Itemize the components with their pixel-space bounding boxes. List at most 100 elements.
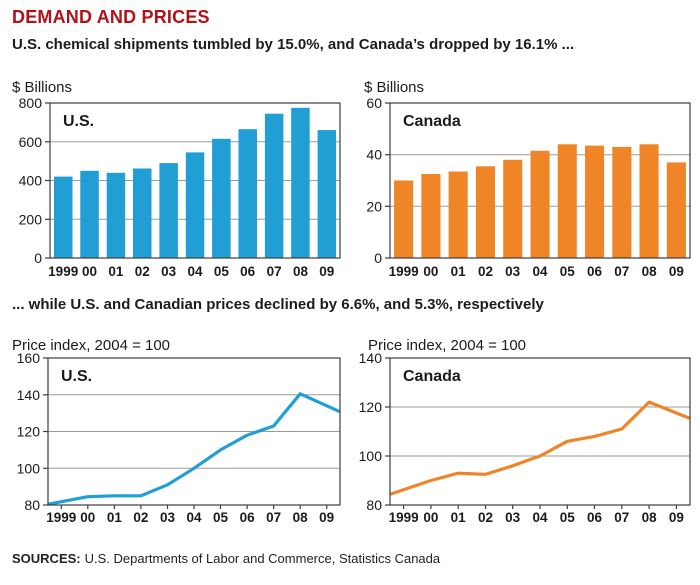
chart-svg: Price index, 2004 = 100 80 100 120 140 1999 00… — [359, 337, 691, 525]
bar — [317, 130, 337, 258]
x-tick-label: 1999 — [48, 264, 78, 279]
chart-svg: $ Billions 0 20 40 60 1999 00 01 02 03 04 05 06 07 08 0… — [364, 79, 691, 279]
y-tick-label: 80 — [366, 497, 382, 513]
bar — [612, 146, 632, 258]
axis-unit-label: $ Billions — [12, 79, 72, 96]
x-tick-label: 08 — [293, 264, 309, 279]
x-tick-label: 09 — [319, 510, 334, 525]
x-tick-label: 1999 — [46, 510, 76, 525]
x-tick-label: 09 — [319, 264, 334, 279]
price-index-charts-row: Price index, 2004 = 100 80 100 120 140 160 199… — [0, 330, 700, 530]
x-tick-label: 00 — [423, 510, 438, 525]
x-tick-label: 04 — [186, 510, 202, 525]
x-tick-label: 01 — [107, 510, 123, 525]
panel-label: U.S. — [61, 368, 92, 385]
x-tick-label: 01 — [108, 264, 124, 279]
y-tick-label: 80 — [24, 497, 40, 513]
y-tick-label: 0 — [34, 250, 42, 266]
y-tick-label: 400 — [19, 173, 43, 189]
x-tick-label: 07 — [614, 510, 629, 525]
plot-frame — [389, 357, 691, 506]
x-tick-label: 02 — [135, 264, 150, 279]
x-tick-label: 00 — [82, 264, 97, 279]
x-tick-label: 08 — [642, 510, 658, 525]
bar — [639, 144, 659, 258]
bar — [503, 159, 523, 258]
bar — [421, 174, 441, 258]
x-tick-label: 04 — [532, 510, 548, 525]
x-tick-label: 06 — [240, 510, 256, 525]
x-tick-label: 04 — [187, 264, 203, 279]
sources-label: SOURCES: — [12, 551, 81, 566]
bar — [291, 107, 310, 258]
x-tick-label: 09 — [669, 264, 684, 279]
x-tick-label: 1999 — [389, 510, 419, 525]
x-tick-label: 01 — [451, 510, 467, 525]
chart-svg: $ Billions 0 200 400 600 800 1999 00 01 02 03 04 05 0… — [12, 79, 341, 279]
chart-svg: Price index, 2004 = 100 80 100 120 140 160 199… — [12, 337, 341, 525]
axis-unit-label: Price index, 2004 = 100 — [12, 337, 170, 354]
x-tick-label: 03 — [161, 264, 177, 279]
bar — [106, 172, 126, 259]
x-tick-label: 00 — [423, 264, 438, 279]
x-tick-label: 05 — [560, 510, 576, 525]
sources-line: SOURCES: U.S. Departments of Labor and Co… — [12, 551, 440, 566]
canada-price-index-line-chart: Price index, 2004 = 100 80 100 120 140 1999 00… — [350, 330, 700, 530]
bar — [212, 138, 231, 258]
y-tick-label: 120 — [17, 424, 41, 440]
bar — [133, 168, 152, 258]
axis-unit-label: Price index, 2004 = 100 — [368, 337, 526, 354]
bar — [238, 129, 257, 258]
y-tick-label: 100 — [17, 460, 41, 476]
bar — [185, 152, 205, 258]
x-tick-label: 06 — [587, 264, 603, 279]
subtitle-prices: ... while U.S. and Canadian prices decli… — [12, 296, 544, 313]
y-tick-label: 140 — [359, 350, 383, 366]
panel-label: U.S. — [63, 113, 94, 130]
us-price-index-line-chart: Price index, 2004 = 100 80 100 120 140 160 199… — [0, 330, 350, 530]
x-tick-label: 07 — [614, 264, 629, 279]
shipments-charts-row: $ Billions 0 20 0 4 00 600 800 1999 00 01 02 03 04 05 0… — [0, 72, 700, 282]
y-tick-label: 100 — [359, 448, 383, 464]
y-tick-label: 140 — [17, 387, 41, 403]
bar — [585, 145, 605, 258]
y-tick-label: 800 — [19, 95, 43, 111]
bar — [666, 162, 686, 258]
x-tick-label: 06 — [240, 264, 256, 279]
sources-text: U.S. Departments of Labor and Commerce, … — [84, 551, 441, 566]
bar — [530, 150, 550, 258]
y-tick-label: 120 — [359, 399, 383, 415]
x-tick-label: 06 — [587, 510, 603, 525]
plot-frame — [389, 102, 691, 259]
bar — [557, 144, 577, 258]
bar — [394, 180, 414, 258]
x-tick-label: 09 — [669, 510, 684, 525]
x-tick-label: 07 — [267, 264, 282, 279]
x-tick-label: 00 — [80, 510, 95, 525]
panel-label: Canada — [403, 368, 461, 385]
x-tick-label: 03 — [505, 510, 521, 525]
y-tick-label: 20 — [366, 198, 382, 214]
bar — [264, 113, 284, 258]
bar — [475, 166, 495, 258]
us-shipments-bar-chart: $ Billions 0 200 400 600 800 1999 00 01 02 03 04 05 0… — [0, 72, 350, 282]
x-tick-label: 1999 — [389, 264, 419, 279]
x-tick-label: 05 — [214, 264, 230, 279]
x-tick-label: 05 — [213, 510, 229, 525]
bar — [54, 176, 73, 258]
axis-unit-label: $ Billions — [364, 79, 424, 96]
x-tick-label: 03 — [505, 264, 521, 279]
panel-label: Canada — [403, 113, 461, 130]
y-tick-label: 600 — [19, 134, 43, 150]
x-tick-label: 03 — [160, 510, 176, 525]
x-tick-label: 04 — [532, 264, 548, 279]
page-title: DEMAND AND PRICES — [12, 7, 210, 27]
data-line — [47, 392, 341, 506]
data-line — [389, 400, 691, 496]
bar — [80, 170, 99, 258]
x-tick-label: 02 — [478, 510, 493, 525]
bar — [448, 171, 468, 258]
y-tick-label: 40 — [366, 147, 382, 163]
y-tick-label: 160 — [17, 350, 41, 366]
